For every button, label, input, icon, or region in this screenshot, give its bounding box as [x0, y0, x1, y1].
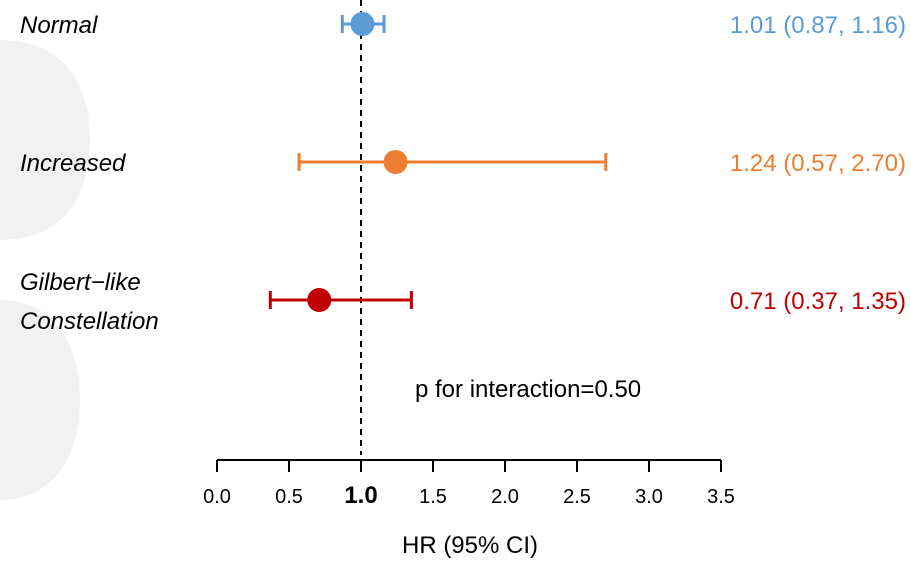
row-label: Constellation — [20, 308, 159, 335]
forest-rows: Normal 1.01 (0.87, 1.16) Increased 1.24 (0.… — [20, 12, 906, 335]
x-tick-label: 1.0 — [344, 482, 377, 509]
x-tick-label: 3.5 — [707, 486, 735, 508]
point-estimate — [307, 288, 332, 312]
x-tick-label: 2.0 — [491, 486, 519, 508]
estimate-text: 1.24 (0.57, 2.70) — [730, 150, 906, 177]
x-axis-title: HR (95% CI) — [402, 532, 538, 559]
x-tick-label: 0.5 — [275, 486, 303, 508]
point-estimate — [383, 150, 408, 174]
x-tick-label: 3.0 — [635, 486, 663, 508]
estimate-text: 0.71 (0.37, 1.35) — [730, 288, 906, 315]
forest-row: Normal 1.01 (0.87, 1.16) — [20, 12, 906, 39]
x-axis-ticks: 0.0 0.5 1.0 1.5 2.0 2.5 3.0 3.5 — [203, 460, 735, 509]
watermark-shape — [0, 40, 90, 500]
x-tick-label: 1.5 — [419, 486, 447, 508]
row-label: Increased — [20, 150, 126, 177]
forest-row: Gilbert−like Constellation 0.71 (0.37, 1.3… — [20, 269, 906, 335]
estimate-text: 1.01 (0.87, 1.16) — [730, 12, 906, 39]
interaction-p-value: p for interaction=0.50 — [415, 376, 641, 403]
row-label: Gilbert−like — [20, 269, 141, 296]
x-tick-label: 0.0 — [203, 486, 231, 508]
row-label: Normal — [20, 12, 98, 39]
x-tick-label: 2.5 — [563, 486, 591, 508]
point-estimate — [350, 12, 375, 36]
forest-row: Increased 1.24 (0.57, 2.70) — [20, 150, 906, 177]
x-axis: 0.0 0.5 1.0 1.5 2.0 2.5 3.0 3.5 — [203, 459, 735, 509]
